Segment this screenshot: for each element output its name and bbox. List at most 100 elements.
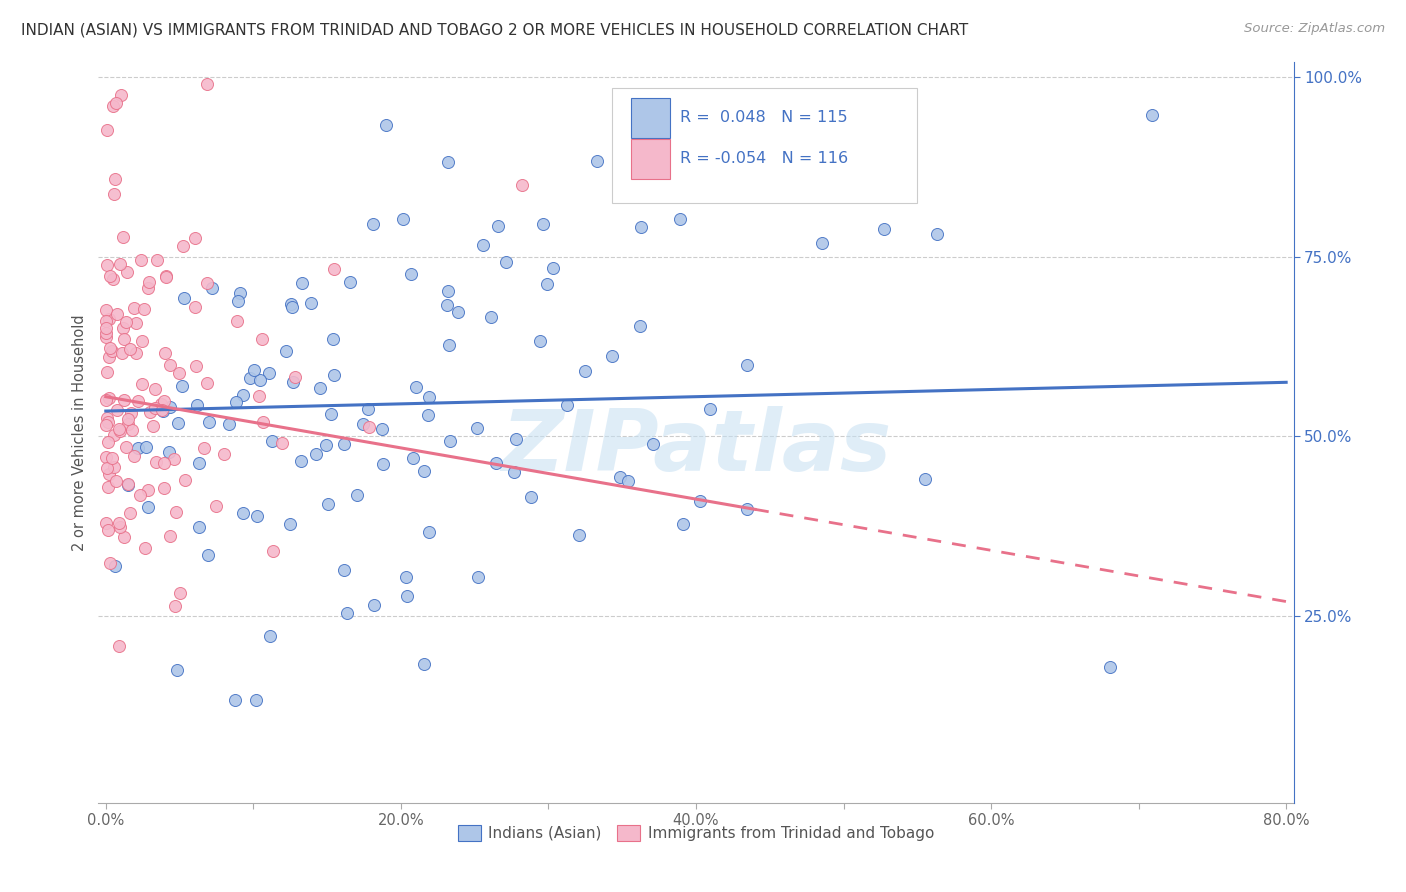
Point [405,380,427,394]
Point [167,416,190,430]
Point [218,417,240,431]
Point [617,474,640,488]
Point [153,481,176,495]
Point [108,424,131,438]
Point [319,407,342,421]
Point [201,281,224,295]
Point [121,423,143,437]
Point [205,500,228,514]
Point [111,230,134,244]
Point [278,516,301,531]
Point [101,451,124,466]
Point [737,358,759,372]
Point [439,434,461,448]
Point [96,329,118,343]
Point [139,405,162,419]
Point [111,321,134,335]
Point [153,456,176,470]
Point [153,345,176,359]
Point [94,303,117,318]
Point [97,312,120,326]
Point [96,365,118,379]
Point [418,409,440,423]
Point [96,313,118,327]
Point [323,262,346,277]
Point [110,257,132,271]
Point [290,453,312,467]
Point [357,402,380,417]
Point [228,294,250,309]
Point [232,506,254,520]
Point [669,211,692,226]
Point [170,379,193,393]
Point [927,227,949,241]
Point [105,403,128,417]
Point [359,420,381,434]
Point [283,376,305,390]
Point [252,332,274,346]
Point [129,488,152,502]
Point [138,281,160,295]
Point [600,349,623,363]
Point [239,371,262,385]
Point [173,291,195,305]
Point [395,570,418,584]
Point [187,520,209,534]
Point [249,373,271,387]
Point [112,332,135,346]
Point [159,400,181,414]
Point [333,563,356,577]
Point [260,434,283,448]
Point [413,657,436,671]
Point [630,219,652,234]
Point [262,544,284,558]
Point [465,421,488,435]
Point [396,590,419,604]
Point [503,465,526,479]
Point [413,465,436,479]
Point [159,529,181,543]
Point [96,516,118,530]
Point [291,276,314,290]
Point [96,411,118,425]
Point [94,450,117,465]
Point [585,154,607,169]
Point [401,451,423,466]
Point [104,559,127,574]
Point [136,500,159,515]
Point [108,422,131,436]
Point [98,269,121,284]
Point [437,155,460,169]
Point [418,390,440,404]
Point [505,432,527,446]
Point [143,382,166,396]
Point [520,490,543,504]
Point [245,693,267,707]
Point [131,334,153,349]
Point [112,530,135,544]
Point [280,297,302,311]
Point [568,528,591,542]
Point [111,346,134,360]
Point [224,693,246,707]
Point [97,524,120,538]
Point [101,272,124,286]
Point [510,178,533,193]
Point [471,238,494,252]
Point [118,506,141,520]
Point [172,239,194,253]
Point [188,456,211,470]
Point [1142,107,1164,121]
Point [117,417,139,432]
Text: R =  0.048   N = 115: R = 0.048 N = 115 [681,111,848,126]
Text: ZIPatlas: ZIPatlas [501,406,891,489]
Point [284,370,307,384]
Point [247,389,270,403]
Point [150,402,173,417]
Point [193,442,215,456]
Point [97,480,120,494]
Point [363,598,385,612]
Point [127,442,149,456]
FancyBboxPatch shape [631,98,669,138]
Point [169,586,191,600]
